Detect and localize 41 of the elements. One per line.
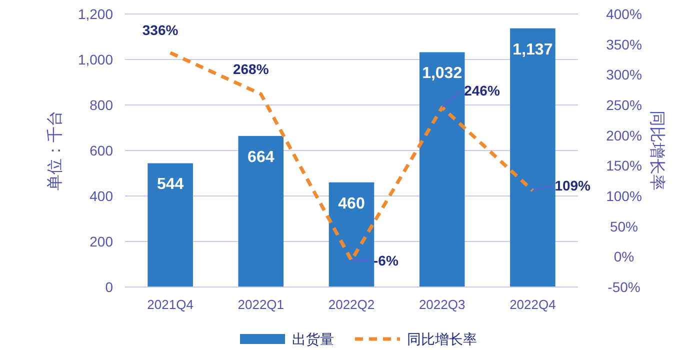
- y-tick-label: 1,000: [78, 52, 114, 68]
- data-label: 460: [338, 195, 365, 212]
- y2-tick-label: 50%: [610, 218, 638, 234]
- data-label: 1,032: [422, 65, 462, 82]
- bar: [328, 182, 374, 287]
- data-label: 1,137: [512, 41, 553, 58]
- y2-tick-label: 300%: [606, 66, 642, 83]
- bar: [419, 52, 465, 287]
- y-tick-label: 600: [90, 142, 114, 158]
- y-tick-label: 200: [90, 234, 114, 250]
- x-tick-label: 2022Q4: [510, 297, 556, 312]
- y2-tick-label: 400%: [606, 6, 642, 22]
- y2-axis-title: 同比增长率: [648, 110, 666, 190]
- y-tick-label: 400: [90, 188, 114, 204]
- data-label: 544: [156, 176, 184, 194]
- y2-tick-label: 150%: [606, 158, 642, 174]
- data-label: 336%: [142, 22, 179, 38]
- y2-tick-label: 0%: [614, 248, 634, 265]
- data-label: 268%: [232, 61, 270, 78]
- y-tick-label: 800: [90, 97, 114, 113]
- bar: [238, 136, 284, 287]
- y-tick-label: 0: [105, 279, 114, 295]
- bar: [148, 163, 193, 287]
- x-tick-label: 2022Q3: [418, 297, 466, 312]
- y-tick-label: 1,200: [78, 6, 114, 22]
- y2-tick-label: 200%: [606, 127, 642, 144]
- y2-tick-label: 250%: [606, 97, 642, 113]
- legend-label: 出货量: [292, 331, 334, 347]
- y2-tick-label: 100%: [606, 188, 642, 204]
- data-label: 109%: [554, 178, 592, 194]
- y2-tick-label: 350%: [606, 36, 642, 52]
- data-label: -6%: [374, 252, 399, 268]
- x-tick-label: 2021Q4: [147, 297, 194, 312]
- legend-label: 同比增长率: [407, 331, 477, 347]
- data-label: 664: [248, 148, 274, 166]
- bar: [510, 28, 556, 287]
- y2-tick-label: -50%: [608, 279, 640, 295]
- x-tick-label: 2022Q1: [238, 297, 284, 312]
- y-axis-title: 单位：千台: [46, 110, 64, 190]
- data-label: 246%: [464, 82, 500, 98]
- x-tick-label: 2022Q2: [328, 297, 375, 312]
